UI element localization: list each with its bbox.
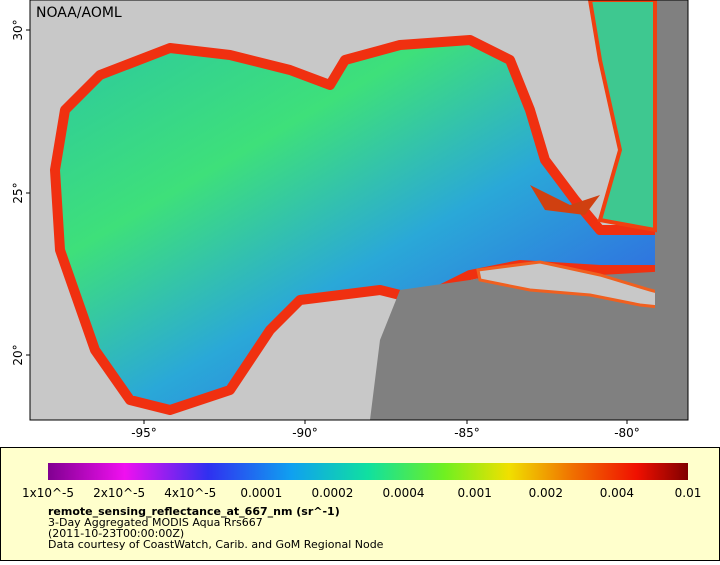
lon-tick-label: -95° <box>131 426 157 440</box>
legend-line: 3-Day Aggregated MODIS Aqua Rrs667 <box>48 516 263 529</box>
colorbar-tick-label: 0.002 <box>529 486 563 500</box>
colorbar-ticks: 1x10^-5 2x10^-5 4x10^-5 0.0001 0.0002 0.0004 0… <box>22 486 701 500</box>
legend-title: remote_sensing_reflectance_at_667_nm (sr… <box>48 505 340 518</box>
colorbar <box>48 463 688 480</box>
lat-tick-label: 30° <box>11 19 25 40</box>
map <box>30 0 688 420</box>
lat-tick-label: 20° <box>11 344 25 365</box>
axes: 20° 25° 30° -95° -90° -85° -80° <box>11 19 640 440</box>
colorbar-tick-label: 2x10^-5 <box>93 486 145 500</box>
colorbar-tick-label: 0.0004 <box>383 486 425 500</box>
no-data <box>370 270 688 420</box>
credit: NOAA/AOML <box>36 5 122 21</box>
no-data-east <box>655 0 688 420</box>
colorbar-tick-label: 0.01 <box>675 486 702 500</box>
lon-tick-label: -80° <box>614 426 640 440</box>
atlantic-water <box>587 0 657 233</box>
cuba <box>476 260 688 312</box>
lon-tick-label: -85° <box>454 426 480 440</box>
colorbar-tick-label: 4x10^-5 <box>164 486 216 500</box>
legend-line: Data courtesy of CoastWatch, Carib. and … <box>48 538 384 551</box>
colorbar-tick-label: 0.001 <box>457 486 491 500</box>
lon-tick-label: -90° <box>292 426 318 440</box>
lat-tick-label: 25° <box>11 182 25 203</box>
legend-line: (2011-10-23T00:00:00Z) <box>48 527 184 540</box>
gulf-water <box>50 35 688 415</box>
colorbar-tick-label: 1x10^-5 <box>22 486 74 500</box>
florida-bay <box>530 185 600 215</box>
colorbar-tick-label: 0.0001 <box>240 486 282 500</box>
colorbar-tick-label: 0.0002 <box>311 486 353 500</box>
colorbar-tick-label: 0.004 <box>600 486 634 500</box>
map-frame <box>29 0 689 421</box>
